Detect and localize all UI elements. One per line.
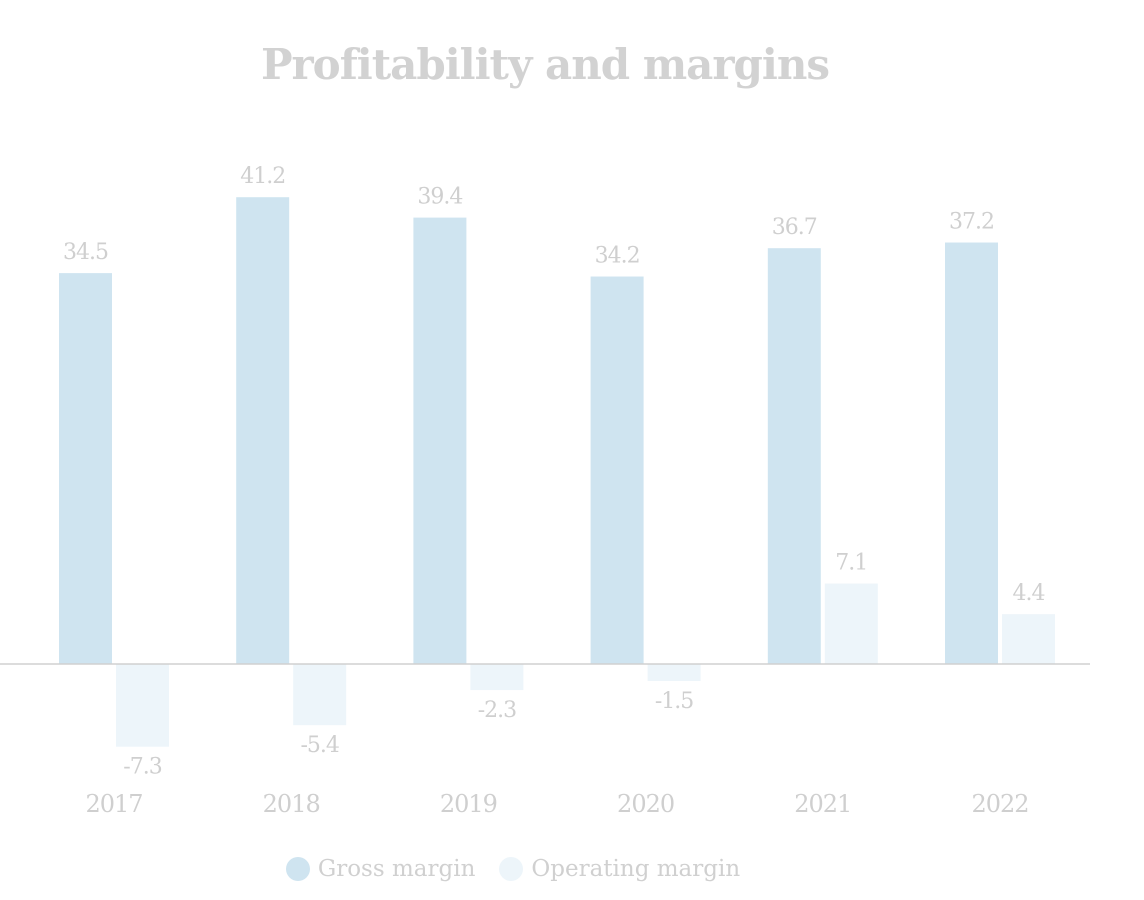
value-label: 4.4	[1013, 581, 1045, 606]
x-tick-label: 2020	[617, 790, 674, 818]
value-label: -5.4	[300, 733, 338, 758]
value-label: 39.4	[417, 185, 462, 210]
legend-item-operating-margin[interactable]: Operating margin	[499, 856, 740, 882]
value-label: -7.3	[123, 755, 161, 780]
bars-group	[59, 197, 1055, 747]
bar-operating-margin-2022	[1002, 614, 1055, 664]
value-label: 36.7	[772, 215, 817, 240]
x-tick-label: 2022	[971, 790, 1028, 818]
bar-operating-margin-2018	[293, 664, 347, 726]
bar-operating-margin-2020	[647, 664, 701, 681]
legend: Gross margin Operating margin	[0, 856, 1026, 882]
bar-operating-margin-2021	[824, 583, 878, 664]
legend-label: Operating margin	[531, 856, 741, 882]
bar-gross-margin-2022	[945, 242, 998, 665]
chart-title: Profitability and margins	[260, 40, 830, 89]
x-tick-label: 2019	[440, 790, 497, 818]
bar-gross-margin-2017	[59, 273, 112, 664]
bar-operating-margin-2017	[116, 664, 169, 747]
labels-group: 34.5 -7.3 2017 41.2 -5.4 2018 39.4 -2.3 2019 34.2…	[63, 164, 1045, 818]
x-tick-label: 2021	[794, 790, 851, 818]
value-label: 7.1	[835, 551, 867, 576]
value-label: -2.3	[478, 698, 516, 723]
value-label: -1.5	[655, 689, 693, 714]
value-label: 37.2	[949, 210, 994, 235]
value-label: 34.5	[63, 240, 108, 265]
legend-label: Gross margin	[317, 856, 476, 882]
bar-gross-margin-2018	[236, 197, 290, 665]
legend-swatch-gross-margin	[285, 857, 310, 881]
bar-gross-margin-2021	[767, 248, 821, 664]
bar-gross-margin-2019	[413, 217, 467, 664]
bar-gross-margin-2020	[590, 276, 644, 664]
value-label: 41.2	[240, 164, 285, 189]
value-label: 34.2	[595, 244, 640, 269]
x-tick-label: 2018	[263, 790, 320, 818]
bar-operating-margin-2019	[470, 664, 524, 691]
x-tick-label: 2017	[85, 790, 142, 818]
legend-item-gross-margin[interactable]: Gross margin	[285, 856, 476, 882]
legend-swatch-operating-margin	[499, 857, 524, 881]
